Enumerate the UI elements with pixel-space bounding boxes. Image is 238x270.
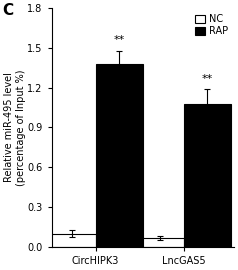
Y-axis label: Relative miR-495 level
(percentage of Input %): Relative miR-495 level (percentage of In… [4, 69, 26, 186]
Bar [49, 234, 96, 247]
Legend: NC, RAP: NC, RAP [194, 13, 229, 37]
Bar [96, 64, 143, 247]
Text: **: ** [202, 74, 213, 84]
Text: **: ** [114, 35, 125, 45]
Bar [184, 104, 231, 247]
Text: C: C [2, 3, 14, 18]
Bar [137, 238, 184, 247]
